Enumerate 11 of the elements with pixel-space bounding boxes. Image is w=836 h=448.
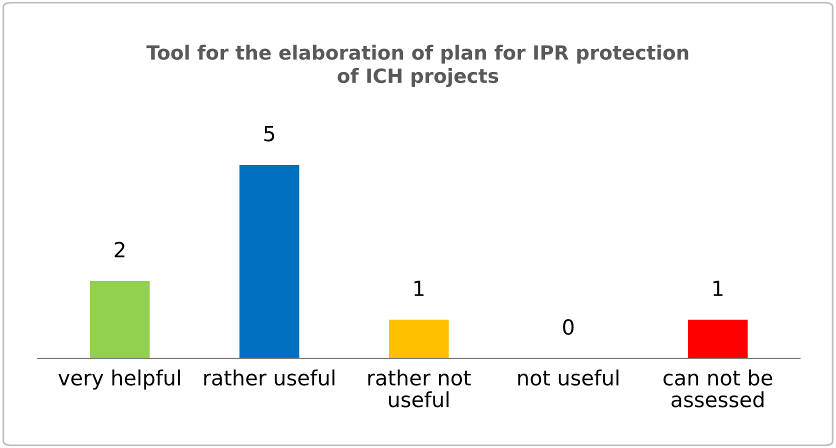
chart-title: Tool for the elaboration of plan for IPR protection of ICH projects [146, 44, 688, 88]
data-label: 5 [264, 126, 274, 142]
x-tick-label: rather useful [204, 370, 334, 386]
x-tick-label: very helpful [58, 370, 180, 390]
data-label: 2 [114, 242, 124, 258]
x-tick-label: rather not useful [368, 370, 471, 408]
x-tick-label: can not be assessed [664, 370, 772, 408]
x-tick-label: not useful [518, 370, 618, 386]
data-label: 1 [713, 280, 723, 296]
data-label: 0 [563, 319, 574, 335]
data-label: 1 [414, 280, 424, 296]
